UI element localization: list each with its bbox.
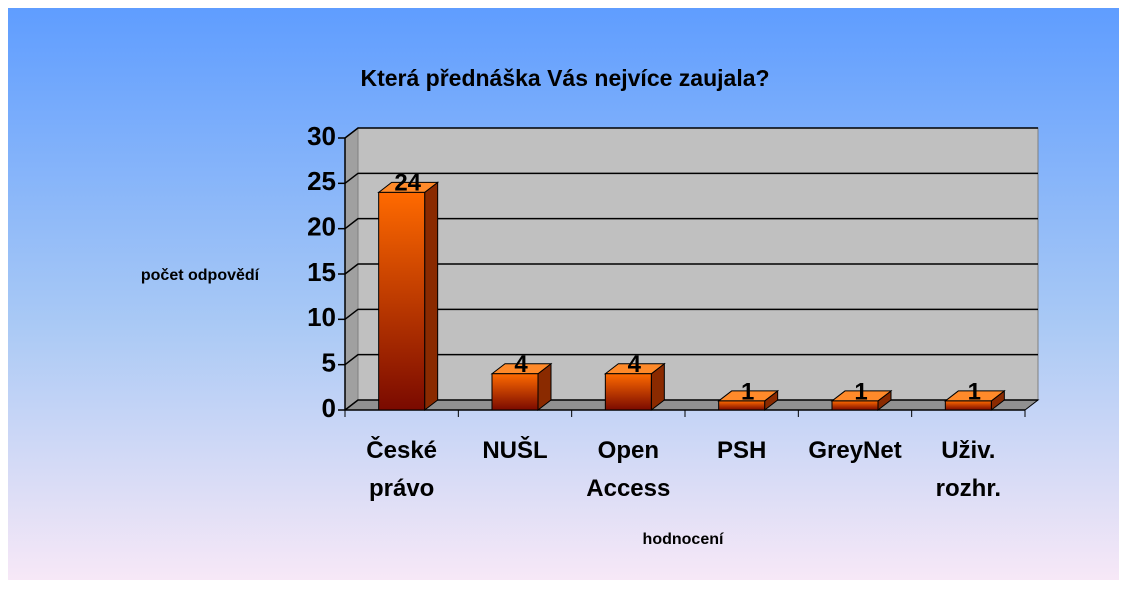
bar-side [424,181,439,412]
x-tick-label: GreyNet [808,437,901,464]
y-tick-label: 20 [307,212,336,242]
y-tick-label: 5 [322,348,336,378]
x-tick-label: PSH [717,437,766,464]
value-label: 4 [628,351,642,378]
bar [944,400,992,411]
grid-line [344,127,1038,139]
y-tick-label: 30 [307,121,336,151]
x-tick-label: České právo [366,436,437,502]
value-label: 1 [968,378,981,405]
y-tick-label: 15 [307,257,336,287]
chart-title: Která přednáška Vás nejvíce zaujala? [360,65,769,91]
value-label: 24 [394,170,421,197]
grid-line [344,308,1038,320]
floor [343,399,1040,411]
y-axis-label: počet odpovědí [141,267,260,284]
value-label: 4 [514,351,528,378]
grid-line [344,353,1038,366]
bar [604,373,652,411]
x-tick-label: Open Access [586,437,670,502]
bar [831,400,879,411]
x-axis-label: hodnocení [643,531,724,548]
y-tick-label: 25 [307,166,336,196]
grid-line [344,263,1038,275]
bar [378,191,426,411]
y-tick-label: 10 [307,302,336,332]
grid-line [344,217,1038,230]
value-label: 1 [741,378,754,405]
value-label: 1 [854,378,867,405]
x-tick-label: Uživ. rozhr. [936,437,1001,502]
bar [491,373,539,411]
x-tick-label: NUŠL [482,436,547,464]
bar [718,400,766,411]
y-tick-label: 0 [322,393,336,423]
grid-line [344,399,1038,411]
grid-line [344,172,1038,184]
